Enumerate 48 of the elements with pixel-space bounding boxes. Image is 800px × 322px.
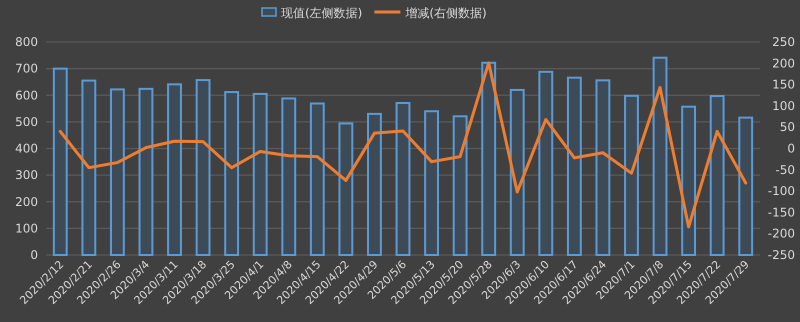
y2-tick-label: 0 bbox=[787, 142, 795, 156]
bar bbox=[510, 88, 525, 256]
y-tick-label: 200 bbox=[15, 194, 38, 209]
y2-tick-label: 250 bbox=[772, 35, 795, 49]
bar bbox=[595, 79, 610, 256]
bar bbox=[310, 102, 325, 256]
bar bbox=[224, 91, 240, 256]
bar bbox=[196, 79, 211, 256]
bar bbox=[110, 88, 125, 256]
y2-tick-label: 150 bbox=[772, 78, 795, 92]
bar bbox=[138, 88, 154, 256]
bar bbox=[624, 94, 639, 256]
y2-tick-label: -250 bbox=[768, 248, 795, 262]
bar bbox=[424, 110, 439, 256]
bar bbox=[652, 56, 668, 256]
y2-tick-label: -150 bbox=[768, 205, 795, 220]
bar bbox=[338, 122, 354, 256]
bar bbox=[367, 112, 382, 256]
y-tick-label: 700 bbox=[15, 62, 38, 76]
bar bbox=[681, 106, 696, 256]
y2-tick-label: -50 bbox=[775, 162, 795, 177]
bar bbox=[52, 68, 68, 256]
y2-tick-label: -200 bbox=[768, 226, 795, 241]
bar bbox=[481, 62, 496, 256]
y2-tick-label: 200 bbox=[772, 56, 795, 70]
legend-label: 现值(左侧数据) bbox=[281, 6, 362, 20]
bar bbox=[167, 83, 182, 256]
bar bbox=[452, 115, 468, 256]
y-tick-label: 600 bbox=[15, 88, 38, 102]
y-tick-label: 100 bbox=[15, 221, 38, 236]
y2-tick-label: 50 bbox=[780, 120, 795, 134]
bar bbox=[710, 95, 725, 256]
bar bbox=[281, 97, 296, 256]
bar bbox=[396, 102, 410, 256]
bar bbox=[252, 92, 268, 256]
y-tick-label: 0 bbox=[30, 248, 38, 262]
bar bbox=[538, 70, 554, 256]
y-tick-label: 800 bbox=[15, 35, 38, 49]
bar bbox=[566, 76, 582, 256]
y2-tick-label: 100 bbox=[772, 98, 795, 113]
y-tick-label: 400 bbox=[15, 142, 38, 156]
line-series bbox=[58, 61, 748, 228]
legend-label: 增减(右侧数据) bbox=[404, 6, 487, 20]
y-tick-label: 300 bbox=[15, 168, 38, 182]
bar bbox=[738, 116, 754, 256]
bar bbox=[81, 80, 96, 256]
y2-tick-label: -100 bbox=[768, 184, 795, 198]
y-tick-label: 500 bbox=[15, 114, 38, 129]
